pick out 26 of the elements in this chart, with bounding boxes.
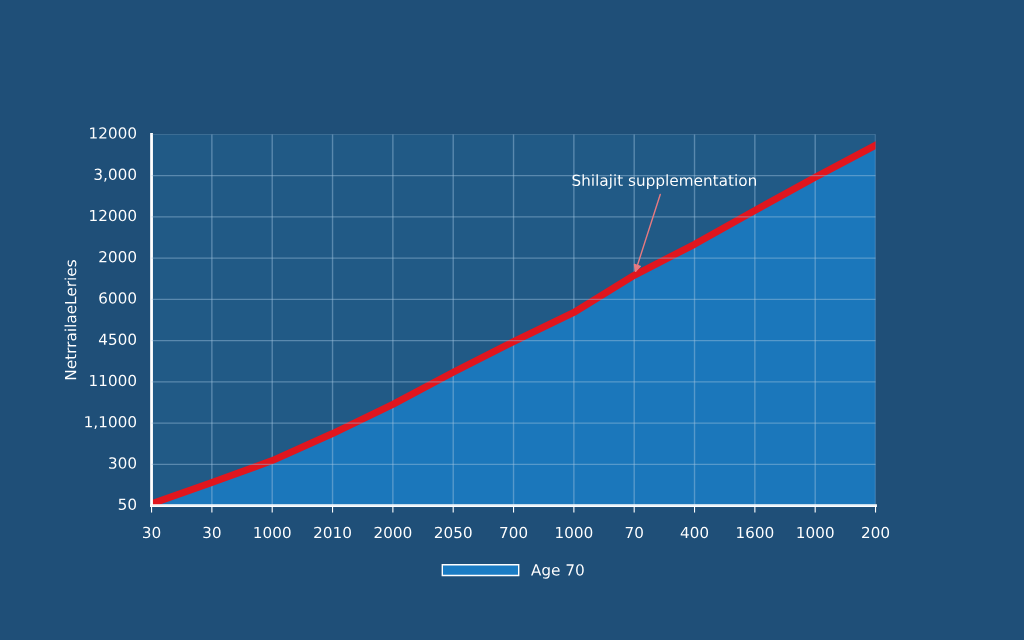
x-tick-label: 2050 [434,526,472,539]
text: 12000 [90,127,137,139]
x-tick-label: 1600 [737,526,774,539]
legend-label: Age 70 [531,564,584,579]
annotation: Shilajit supplementation [572,174,756,189]
x-tick-label: 1000 [556,526,593,539]
x-tick-label: 2010 [314,526,351,539]
text: 12000 [90,209,137,222]
x-tick-label: 30 [143,526,161,539]
text: 11000 [90,374,137,387]
text: 300 [109,457,137,469]
x-tick-label: 1000 [254,526,291,539]
text: 6000 [99,292,137,304]
x-tick-label: 30 [203,526,221,539]
text: 3,000 [94,168,137,182]
text: 2000 [99,251,137,263]
x-tick-label: 400 [680,526,709,539]
x-tick-label: 700 [500,526,528,539]
text: 50 [118,498,137,511]
y-axis-title: NetrrailaeLeries [64,260,77,380]
text: 4500 [98,333,137,346]
x-tick-label: 70 [625,526,643,539]
x-tick-label: 200 [862,526,890,539]
x-tick-label: 2000 [374,526,412,539]
x-tick-label: 1000 [797,526,834,539]
text: 1,1000 [85,415,137,430]
